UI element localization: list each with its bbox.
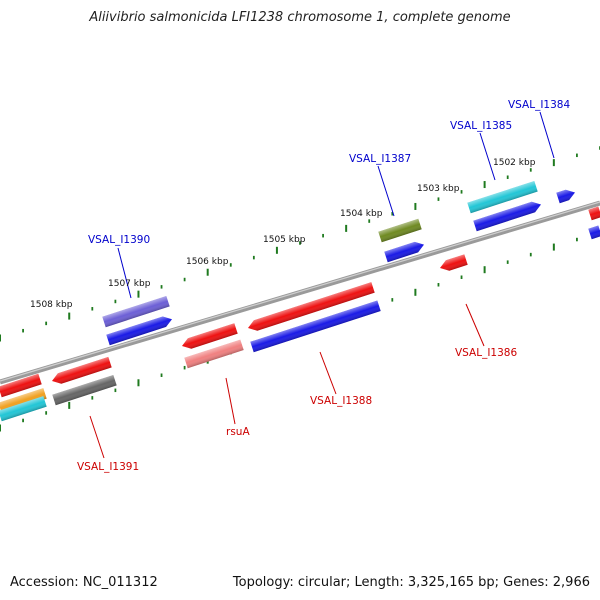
kbp-label: 1502 kbp	[493, 158, 536, 168]
gene-block-red	[248, 282, 375, 331]
gene-block-blue	[588, 225, 600, 240]
gene-block-red	[182, 323, 238, 349]
leader-line	[117, 247, 132, 299]
gene-block-olive	[378, 218, 422, 243]
gene-block-salmon	[184, 339, 244, 369]
gene-label: VSAL_I1391	[77, 461, 139, 473]
leader-line	[319, 351, 337, 395]
kbp-label: 1504 kbp	[340, 209, 383, 219]
chromosome-backbone-highlight	[0, 201, 600, 382]
gene-label: VSAL_I1390	[88, 234, 150, 246]
gene-block-cyan	[467, 180, 538, 214]
accession-label: Accession: NC_011312	[10, 575, 158, 590]
leader-line	[225, 377, 236, 425]
genome-summary: Topology: circular; Length: 3,325,165 bp…	[232, 575, 590, 590]
gene-block-red	[588, 206, 600, 221]
leader-line	[377, 165, 395, 217]
gene-block-gray	[52, 374, 117, 406]
gene-block-purple	[102, 295, 170, 328]
gene-label: VSAL_I1385	[450, 120, 512, 132]
leader-line	[479, 132, 496, 181]
gene-label: VSAL_I1388	[310, 395, 372, 407]
leader-line	[539, 111, 555, 159]
page-title: Aliivibrio salmonicida LFI1238 chromosom…	[89, 10, 511, 25]
gene-label: VSAL_I1386	[455, 347, 517, 359]
leader-line	[465, 303, 485, 347]
gene-label: VSAL_I1384	[508, 99, 570, 111]
gene-label: rsuA	[226, 426, 250, 438]
gene-block-cyan	[0, 396, 47, 422]
kbp-label: 1506 kbp	[186, 257, 229, 267]
gene-block-blue	[556, 189, 576, 204]
gene-label: VSAL_I1387	[349, 153, 411, 165]
gene-block-red	[52, 356, 112, 384]
leader-line	[89, 415, 105, 459]
kbp-label: 1508 kbp	[30, 300, 73, 310]
gene-block-blue	[384, 241, 425, 263]
gene-block-blue	[250, 300, 381, 353]
kbp-label: 1507 kbp	[108, 279, 151, 289]
gene-block-red	[440, 254, 468, 271]
kbp-label: 1505 kbp	[263, 235, 306, 245]
gene-block-blue	[473, 201, 542, 232]
kbp-label: 1503 kbp	[417, 184, 460, 194]
gene-block-blue	[106, 316, 173, 346]
chromosome-backbone	[0, 200, 600, 385]
gene-block-red	[0, 373, 42, 398]
